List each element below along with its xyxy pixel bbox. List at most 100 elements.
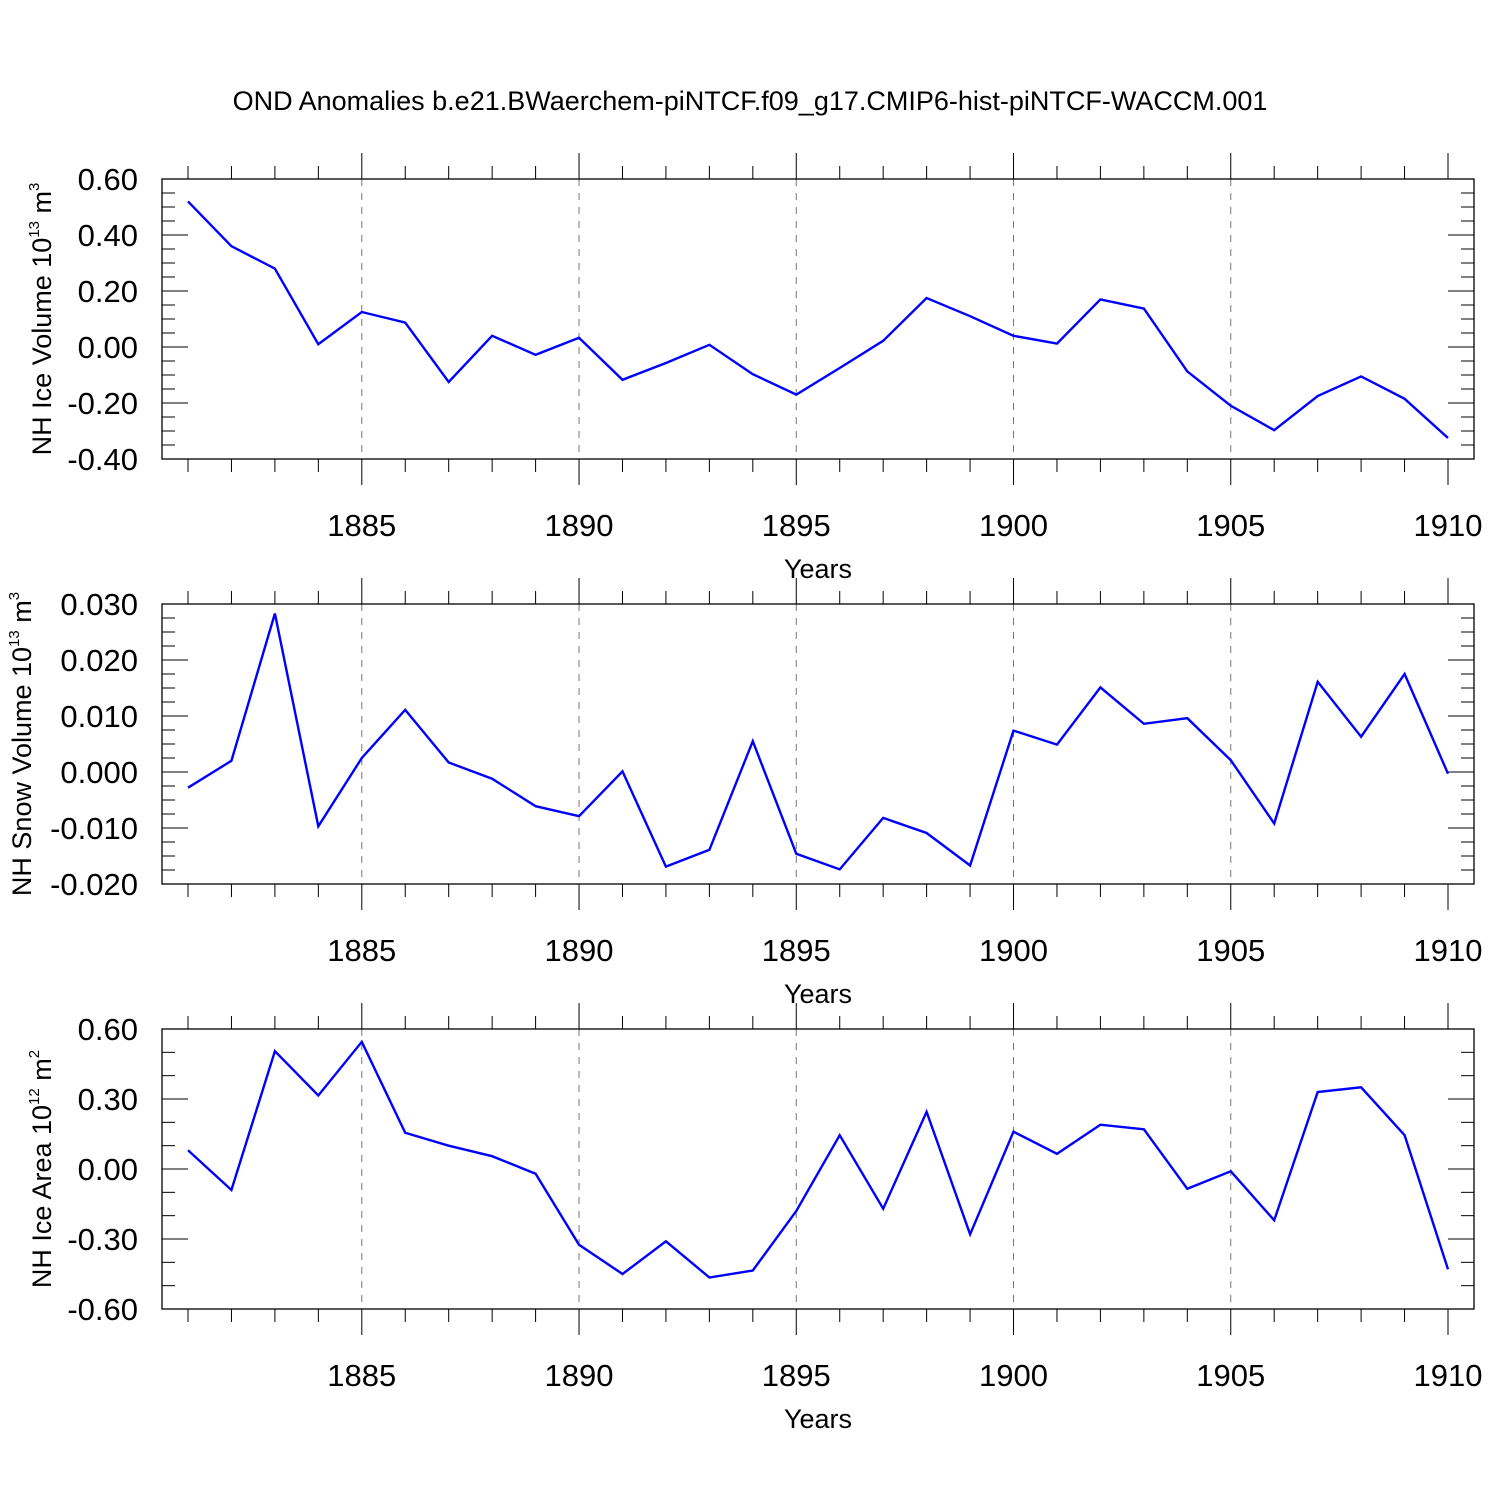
data-point <box>1056 744 1058 746</box>
data-point <box>1099 298 1101 300</box>
data-point <box>1186 1188 1188 1190</box>
data-point <box>1317 1091 1319 1093</box>
data-point <box>404 1132 406 1134</box>
data-point <box>1230 405 1232 407</box>
x-tick-label: 1900 <box>979 508 1048 543</box>
data-point <box>230 245 232 247</box>
data-point <box>708 849 710 851</box>
data-point <box>578 1244 580 1246</box>
series-line <box>187 613 1450 871</box>
data-point <box>1013 1131 1015 1133</box>
x-tick-label: 1895 <box>762 933 831 968</box>
y-tick-label: 0.00 <box>78 1152 138 1187</box>
data-point <box>752 1270 754 1272</box>
x-tick-label: 1890 <box>545 508 614 543</box>
x-tick-label: 1900 <box>979 1358 1048 1393</box>
chart-title: OND Anomalies b.e21.BWaerchem-piNTCF.f09… <box>232 86 1268 116</box>
x-axis-title: Years <box>784 979 852 1009</box>
data-point <box>969 1233 971 1235</box>
y-tick-label: -0.60 <box>67 1292 138 1327</box>
x-tick-label: 1905 <box>1196 1358 1265 1393</box>
data-point <box>187 200 189 202</box>
data-point <box>317 1095 319 1097</box>
y-tick-label: 0.40 <box>78 218 138 253</box>
data-point <box>621 379 623 381</box>
data-point <box>1056 1153 1058 1155</box>
y-tick-label: 0.20 <box>78 274 138 309</box>
x-tick-label: 1910 <box>1414 933 1483 968</box>
x-tick-label: 1890 <box>545 933 614 968</box>
data-point <box>448 381 450 383</box>
data-point <box>665 1240 667 1242</box>
data-point <box>1013 335 1015 337</box>
data-point <box>274 613 276 615</box>
data-point <box>317 825 319 827</box>
data-point <box>795 1210 797 1212</box>
data-point <box>274 1050 276 1052</box>
data-point <box>230 760 232 762</box>
plot-frame <box>161 178 1475 460</box>
data-point <box>491 1155 493 1157</box>
data-point <box>665 362 667 364</box>
data-point <box>1186 370 1188 372</box>
data-point <box>1143 1128 1145 1130</box>
data-point <box>1447 773 1449 775</box>
data-point <box>1273 1219 1275 1221</box>
data-point <box>708 344 710 346</box>
data-point <box>839 1134 841 1136</box>
data-point <box>361 1041 363 1043</box>
data-point <box>1447 1268 1449 1270</box>
data-point <box>882 1208 884 1210</box>
data-point <box>1404 398 1406 400</box>
data-point <box>882 340 884 342</box>
x-tick-label: 1890 <box>545 1358 614 1393</box>
data-point <box>448 761 450 763</box>
data-point <box>1273 823 1275 825</box>
data-point <box>317 343 319 345</box>
data-point <box>274 268 276 270</box>
data-point <box>969 865 971 867</box>
data-point <box>795 853 797 855</box>
x-tick-label: 1885 <box>327 933 396 968</box>
data-point <box>535 805 537 807</box>
x-tick-label: 1905 <box>1196 508 1265 543</box>
y-tick-label: 0.030 <box>60 587 138 622</box>
data-point <box>230 1189 232 1191</box>
data-point <box>839 868 841 870</box>
x-tick-label: 1905 <box>1196 933 1265 968</box>
series-line <box>187 200 1449 439</box>
data-point <box>361 311 363 313</box>
data-point <box>1317 395 1319 397</box>
series-line <box>187 1039 1450 1279</box>
data-point <box>1360 1086 1362 1088</box>
x-tick-label: 1885 <box>327 508 396 543</box>
data-point <box>491 778 493 780</box>
plot-frame <box>161 1028 1475 1310</box>
x-axis-title: Years <box>784 554 852 584</box>
data-point <box>752 740 754 742</box>
data-point <box>1013 730 1015 732</box>
data-point <box>1317 681 1319 683</box>
x-tick-label: 1885 <box>327 1358 396 1393</box>
data-point <box>1230 1170 1232 1172</box>
data-point <box>535 1173 537 1175</box>
y-tick-label: 0.30 <box>78 1082 138 1117</box>
x-tick-label: 1895 <box>762 1358 831 1393</box>
y-tick-label: -0.020 <box>50 867 138 902</box>
y-tick-label: 0.020 <box>60 643 138 678</box>
data-point <box>187 1149 189 1151</box>
data-point <box>882 817 884 819</box>
y-axis-title: NH Snow Volume 1013 m3 <box>6 592 37 896</box>
y-tick-label: 0.010 <box>60 699 138 734</box>
data-point <box>1447 437 1449 439</box>
plot-frame <box>161 603 1475 885</box>
data-point <box>926 297 928 299</box>
data-point <box>839 367 841 369</box>
data-point <box>621 1273 623 1275</box>
data-point <box>926 1111 928 1113</box>
data-point <box>578 337 580 339</box>
y-axis-title: NH Ice Area 1012 m2 <box>26 1050 57 1288</box>
data-point <box>491 335 493 337</box>
y-axis-title: NH Ice Volume 1013 m3 <box>26 183 57 456</box>
y-tick-label: 0.000 <box>60 755 138 790</box>
